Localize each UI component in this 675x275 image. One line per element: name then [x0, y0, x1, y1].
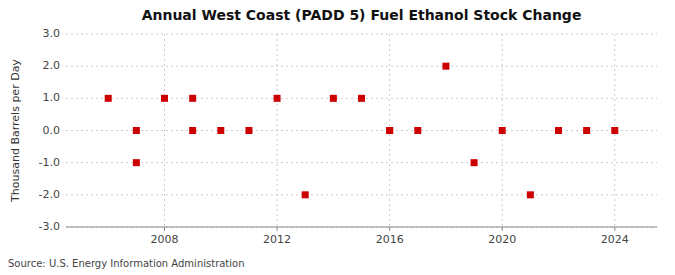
x-grid-line [164, 34, 165, 227]
point [442, 63, 449, 70]
y-tick-label: 1.0 [43, 91, 61, 104]
point [499, 127, 506, 134]
chart: -3.0 -2.0 -1.0 0.0 1.0 2.0 3.0 2008 2012 2016 2020… [0, 0, 675, 275]
x-tick-label: 2020 [488, 233, 516, 246]
y-grid-line [66, 66, 657, 67]
x-tick [164, 227, 165, 231]
point [245, 127, 252, 134]
x-grid-line [277, 34, 278, 227]
y-grid-line [66, 130, 657, 131]
y-grid-line [66, 227, 657, 228]
x-tick [277, 227, 278, 231]
y-grid-line [66, 162, 657, 163]
point [386, 127, 393, 134]
x-tick-label: 2012 [263, 233, 291, 246]
point [189, 127, 196, 134]
point [105, 95, 112, 102]
y-tick-label: 2.0 [43, 59, 61, 72]
point [414, 127, 421, 134]
point [358, 95, 365, 102]
grid [66, 34, 657, 227]
y-tick-label: -1.0 [39, 156, 60, 169]
point [386, 127, 393, 134]
point [555, 127, 562, 134]
y-tick-label: -2.0 [39, 188, 60, 201]
x-tick [614, 227, 615, 231]
point [274, 95, 281, 102]
point [217, 127, 224, 134]
source: Source: U.S. Energy Information Administ… [8, 258, 245, 269]
point [133, 159, 140, 166]
y-tick-label: -3.0 [39, 220, 60, 233]
title: Annual West Coast (PADD 5) Fuel Ethanol … [142, 7, 582, 23]
x-axis-line [66, 227, 657, 228]
x-tick-label: 2008 [151, 233, 179, 246]
point [133, 127, 140, 134]
point [189, 95, 196, 102]
point [611, 127, 618, 134]
x-tick-label: 2024 [601, 233, 629, 246]
y-tick-label: 3.0 [43, 27, 61, 40]
y-tick-label: 0.0 [43, 124, 61, 137]
point [302, 191, 309, 198]
point [471, 159, 478, 166]
axes: -3.0 -2.0 -1.0 0.0 1.0 2.0 3.0 2008 2012 2016 2020… [39, 27, 657, 246]
point [555, 127, 562, 134]
points [105, 63, 619, 199]
y-grid-line [66, 194, 657, 195]
x-tick-label: 2016 [376, 233, 404, 246]
x-tick [389, 227, 390, 231]
y-grid-line [66, 34, 657, 35]
y-axis-label: Thousand Barrels per Day [9, 59, 22, 203]
point [583, 127, 590, 134]
x-tick [502, 227, 503, 231]
point [330, 95, 337, 102]
point [527, 191, 534, 198]
point [161, 95, 168, 102]
